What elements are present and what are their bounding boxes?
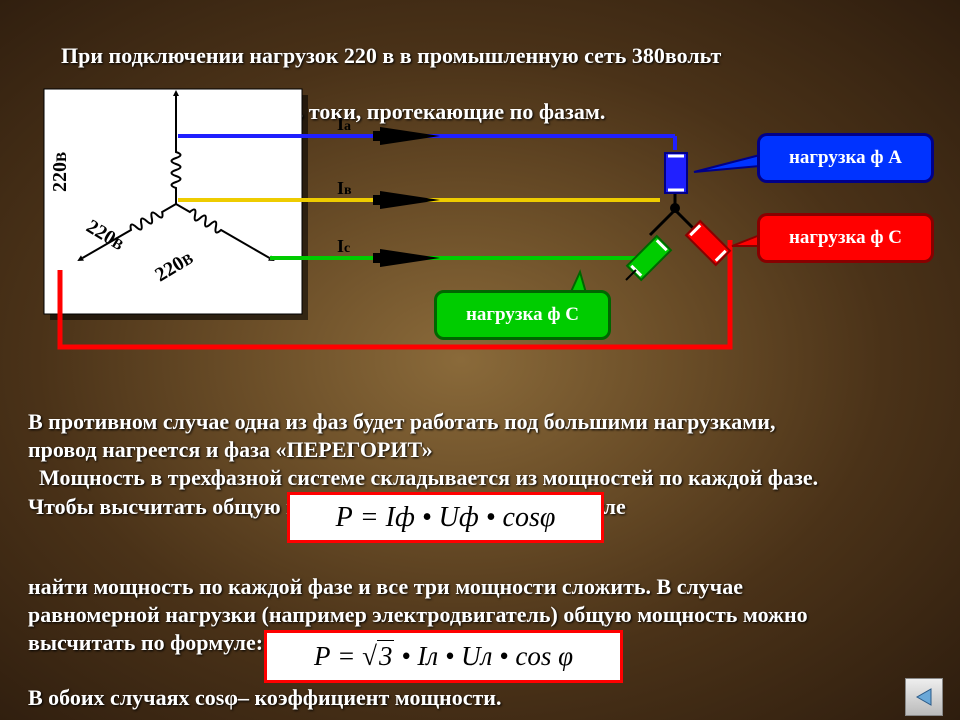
svg-text:Iв: Iв [337, 178, 352, 198]
callout-load-c-red: нагрузка ф С [757, 213, 934, 263]
paragraph-4: В обоих случаях cosφ– коэффициент мощнос… [28, 684, 501, 712]
callout-cgreen-text: нагрузка ф С [466, 304, 579, 326]
callout-load-a: нагрузка ф А [757, 133, 934, 183]
formula-line-power: P = √3 • Iл • Uл • cos φ [264, 630, 623, 683]
formula-phase-power: P = Iф • Uф • cosφ [287, 492, 604, 543]
callout-cred-text: нагрузка ф С [789, 227, 902, 249]
phase-c: Iс [270, 236, 636, 267]
triangle-left-icon [913, 686, 935, 708]
callout-a-text: нагрузка ф А [789, 147, 902, 169]
prev-slide-button[interactable] [905, 678, 943, 716]
callout-cred-tip [732, 235, 760, 246]
svg-text:Iс: Iс [337, 236, 350, 256]
callout-load-c-green: нагрузка ф С [434, 290, 611, 340]
callout-a-tip [694, 155, 760, 172]
load-node [626, 153, 730, 280]
svg-text:Iа: Iа [337, 114, 351, 134]
slide-page: При подключении нагрузок 220 в в промышл… [0, 0, 960, 720]
